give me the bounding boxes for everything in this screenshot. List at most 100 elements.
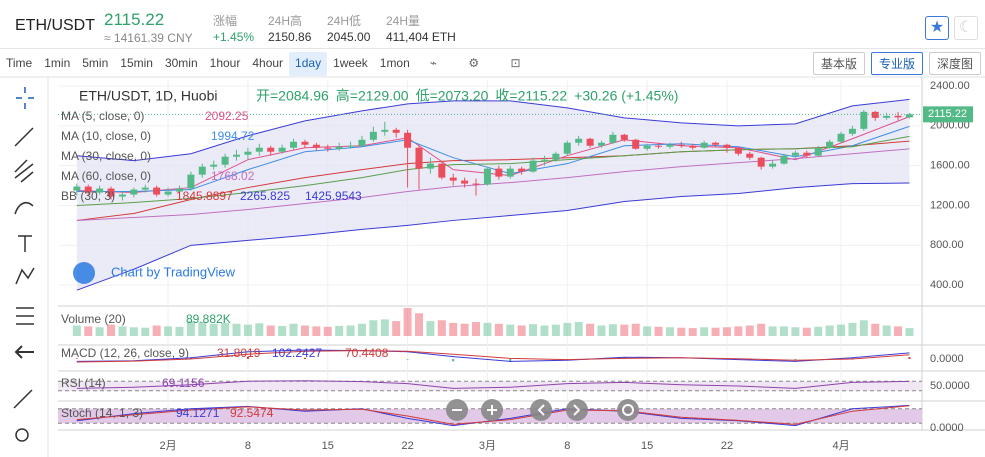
y-tick-label: 2000.00 xyxy=(930,120,970,132)
volume-bar xyxy=(529,324,538,336)
candle-body xyxy=(803,152,811,156)
macd-histogram xyxy=(406,359,409,360)
candle-body xyxy=(597,142,605,146)
indicator-name: BB (30, 3) xyxy=(61,189,115,203)
volume-bar xyxy=(255,323,264,336)
indicator-line xyxy=(76,380,910,389)
volume-bar xyxy=(266,325,275,336)
watermark: Chart by TradingView xyxy=(111,264,236,279)
indicator-line xyxy=(76,182,910,291)
volume-bar xyxy=(631,323,640,336)
volume-bar xyxy=(574,322,583,336)
candle-body xyxy=(540,159,548,161)
interval: Time xyxy=(6,56,33,70)
candle-body xyxy=(244,151,252,155)
candle-body xyxy=(438,163,446,178)
indicator-line xyxy=(76,116,910,194)
candle-body xyxy=(118,194,126,197)
interval[interactable]: 4hour xyxy=(252,56,284,70)
volume-bar xyxy=(278,325,287,336)
volume-bar xyxy=(757,323,766,336)
macd-histogram xyxy=(452,359,455,362)
volume-bar xyxy=(871,323,880,336)
volume-bar xyxy=(837,324,846,336)
interval[interactable]: 1hour xyxy=(209,56,241,70)
chart-title: ETH/USDT, 1D, Huobi xyxy=(79,88,217,104)
indicator-value: 1768.02 xyxy=(211,169,255,183)
candle-body xyxy=(826,141,834,148)
volume-bar xyxy=(791,327,800,336)
candle-body xyxy=(894,115,902,118)
view-button[interactable]: 深度图 xyxy=(928,52,981,75)
candle-body xyxy=(586,138,594,146)
volume-bar xyxy=(198,322,207,336)
volume-bar xyxy=(551,324,560,336)
volume-bar xyxy=(483,322,492,336)
theme-button[interactable]: ☾ xyxy=(954,16,978,40)
volume-bar xyxy=(654,326,663,336)
interval[interactable]: 1day xyxy=(289,52,328,76)
indicator-value: 31.8019 xyxy=(217,346,261,360)
candle-body xyxy=(860,111,868,129)
volume-bar xyxy=(745,325,754,336)
interval[interactable]: 1min xyxy=(44,56,71,70)
volume-bar xyxy=(221,322,230,336)
indicator-value: 92.5474 xyxy=(230,406,274,420)
candle-body xyxy=(609,134,617,143)
volume-bar xyxy=(540,325,549,336)
indicator-name: MA (30, close, 0) xyxy=(61,149,151,163)
volume-bar xyxy=(312,326,321,336)
volume-bar xyxy=(643,326,652,336)
y-tick-label: 0.0000 xyxy=(930,422,964,434)
candle-body xyxy=(757,157,765,167)
volume-bar xyxy=(118,326,127,336)
drawing-tools xyxy=(13,87,35,442)
volume-bar xyxy=(586,323,595,336)
volume-bar xyxy=(380,319,389,336)
candle-body xyxy=(643,145,651,149)
interval[interactable]: 15min xyxy=(120,56,153,70)
volume-bar xyxy=(72,325,81,336)
stat-label: 24H低 xyxy=(327,14,362,28)
indicator-line xyxy=(76,349,910,362)
candle-body xyxy=(780,155,788,164)
indicator-name: MA (60, close, 0) xyxy=(61,169,151,183)
view-button[interactable]: 专业版 xyxy=(870,52,923,75)
ohlc-value: 高=2129.00 xyxy=(336,88,409,104)
y-tick-label: 2400.00 xyxy=(930,80,970,92)
last-price-box xyxy=(923,106,973,123)
view-toggle: 基本版 专业版 深度图 xyxy=(812,52,981,75)
candle-body xyxy=(392,129,400,133)
indicator-value: 2092.25 xyxy=(205,109,249,123)
pane-separators xyxy=(58,77,985,431)
macd-histogram xyxy=(303,357,306,359)
interval[interactable]: 5min xyxy=(82,56,109,70)
indicator-line xyxy=(76,98,910,162)
volume-bar xyxy=(779,326,788,336)
favorite-button[interactable]: ★ xyxy=(925,16,949,40)
candle-body xyxy=(381,129,389,132)
volume-bar xyxy=(95,327,104,336)
x-tick-label: 15 xyxy=(322,440,334,452)
candle-body xyxy=(483,168,491,185)
volume-bar xyxy=(426,321,435,336)
candle-body xyxy=(883,115,891,118)
header: ETH/USDT 2115.22 ≈ 14161.39 CNY 涨幅 +1.45%… xyxy=(0,0,985,49)
tool-icons[interactable]: ⌁ ⚙ ⊡ xyxy=(429,56,535,70)
zoom-controls xyxy=(446,399,639,421)
macd-histogram xyxy=(851,357,854,359)
volume-bar xyxy=(335,325,344,336)
stat-label: 涨幅 xyxy=(213,14,238,28)
candle-body xyxy=(712,142,720,145)
interval[interactable]: 30min xyxy=(164,56,198,70)
y-tick-label: 1200.00 xyxy=(930,199,970,211)
candle-body xyxy=(267,147,275,152)
last-price-label: 2115.22 xyxy=(928,108,967,120)
y-tick-label: 400.00 xyxy=(930,279,964,291)
macd-histogram xyxy=(189,357,192,359)
volume-bar xyxy=(129,327,138,336)
view-button[interactable]: 基本版 xyxy=(812,52,865,75)
candle-body xyxy=(73,186,81,191)
interval[interactable]: 1mon xyxy=(379,56,410,70)
interval[interactable]: 1week xyxy=(333,56,368,70)
